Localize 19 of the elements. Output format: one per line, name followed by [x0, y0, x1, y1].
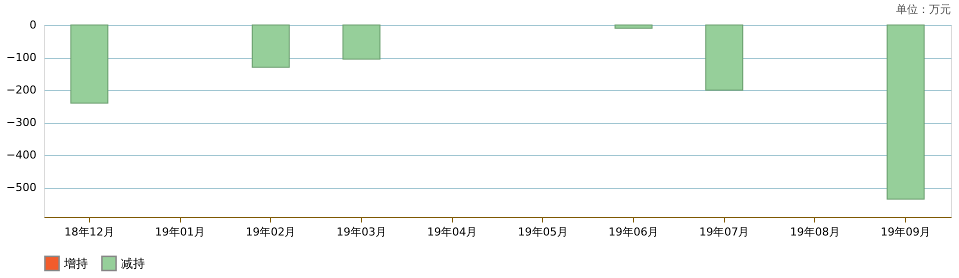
legend-label: 减持 — [121, 256, 145, 270]
text: 单位：万元 — [896, 3, 951, 16]
y-tick-label: −300 — [6, 116, 36, 130]
y-tick-label: −500 — [6, 181, 36, 194]
y-tick-label: −200 — [6, 84, 36, 97]
x-tick-label: 19年04月 — [427, 226, 478, 238]
x-tick-label: 19年07月 — [699, 226, 750, 238]
y-tick-label: 0 — [30, 18, 36, 32]
y-tick-label: −400 — [6, 148, 36, 162]
x-tick-label: 19年01月 — [155, 226, 206, 238]
x-tick-label: 19年02月 — [246, 226, 296, 238]
x-tick-label: 19年06月 — [608, 226, 659, 238]
x-tick-label: 19年05月 — [518, 226, 568, 238]
x-tick-label: 19年08月 — [790, 226, 840, 238]
x-tick-label: 19年03月 — [336, 226, 386, 238]
legend-label: 增持 — [63, 256, 88, 270]
x-tick-label: 18年12月 — [64, 226, 114, 238]
y-tick-label: −100 — [6, 51, 36, 64]
x-tick-label: 19年09月 — [880, 226, 931, 238]
